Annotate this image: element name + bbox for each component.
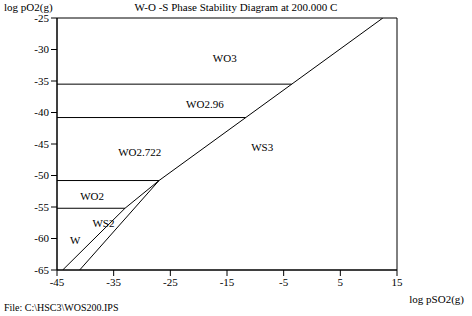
- html-text:File: C:\HSC3\WOS200.IPS: File: C:\HSC3\WOS200.IPS: [4, 302, 119, 313]
- html-text:W-O -S Phase Stability Diagram: W-O -S Phase Stability Diagram at 200.00…: [134, 1, 338, 13]
- svg-text:-35: -35: [106, 276, 121, 288]
- svg-text:WO3: WO3: [213, 52, 237, 64]
- svg-text:WO2.722: WO2.722: [118, 146, 161, 158]
- svg-text:-55: -55: [34, 201, 49, 213]
- html-text:log pO2(g): log pO2(g): [4, 1, 53, 13]
- svg-text:WO2.96: WO2.96: [186, 98, 224, 110]
- svg-text:-40: -40: [34, 106, 49, 118]
- svg-text:WO2: WO2: [80, 190, 104, 202]
- svg-text:-35: -35: [34, 75, 49, 87]
- svg-text:15: 15: [392, 276, 404, 288]
- svg-text:-15: -15: [220, 276, 235, 288]
- svg-text:5: 5: [338, 276, 344, 288]
- svg-text:-50: -50: [34, 169, 49, 181]
- svg-text:-5: -5: [279, 276, 289, 288]
- svg-text:-30: -30: [34, 43, 49, 55]
- svg-text:WS2: WS2: [92, 217, 114, 229]
- svg-text:-65: -65: [34, 264, 49, 276]
- html-text:log pSO2(g): log pSO2(g): [409, 293, 464, 305]
- svg-text:-45: -45: [50, 276, 65, 288]
- svg-text:-60: -60: [34, 232, 49, 244]
- svg-text:W: W: [70, 234, 81, 246]
- svg-text:-25: -25: [34, 12, 49, 24]
- svg-text:-25: -25: [163, 276, 178, 288]
- svg-text:-45: -45: [34, 138, 49, 150]
- svg-text:WS3: WS3: [251, 141, 274, 153]
